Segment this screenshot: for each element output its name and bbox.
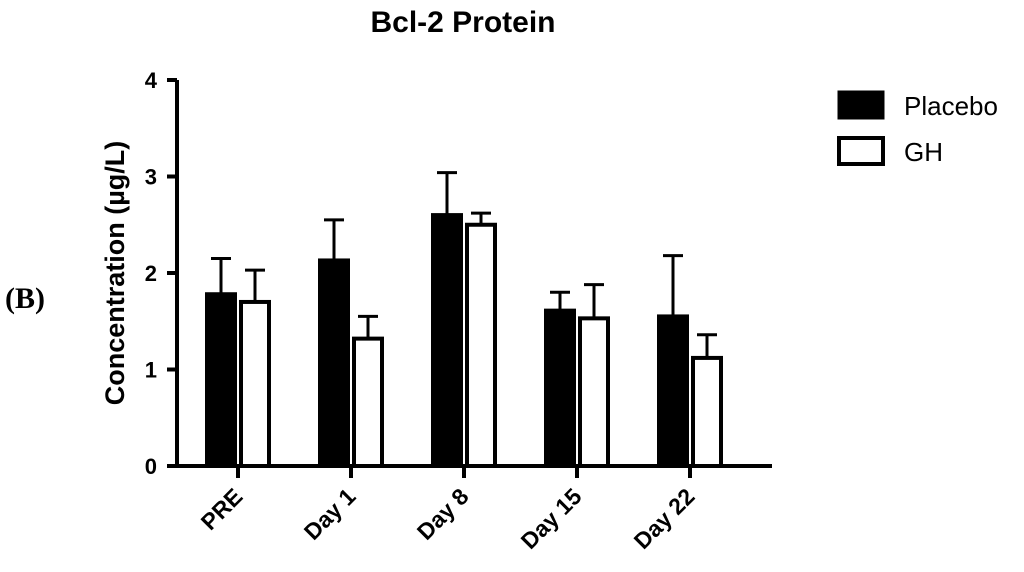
bar-placebo-day-8 (431, 213, 463, 468)
y-tick-label: 0 (145, 454, 157, 479)
y-tick-label: 3 (145, 165, 157, 190)
panel-label: (B) (5, 282, 45, 315)
x-axis: PRE Day 1 Day 8 Day 15 Day 22 (177, 464, 772, 554)
y-tick-label: 4 (145, 68, 158, 93)
bar-placebo-day-22 (657, 314, 689, 468)
legend-label-placebo: Placebo (904, 91, 998, 121)
bar-gh-day-22 (691, 355, 723, 469)
y-tick-label: 1 (145, 358, 157, 383)
bars (205, 171, 723, 469)
x-tick-label: Day 22 (629, 483, 700, 554)
bar-placebo-day-1 (318, 258, 350, 468)
legend: Placebo GH (837, 90, 998, 167)
legend-swatch-placebo (837, 90, 885, 120)
chart-title: Bcl-2 Protein (370, 6, 555, 39)
x-tick-label: Day 1 (299, 483, 361, 545)
x-tick-label: Day 15 (516, 483, 587, 554)
bar-gh-day-8 (465, 222, 497, 468)
x-tick-label: PRE (196, 483, 248, 535)
y-tick-label: 2 (145, 261, 157, 286)
legend-swatch-gh (837, 136, 885, 166)
bar-placebo-pre (205, 292, 237, 469)
bar-gh-day-15 (578, 316, 610, 469)
bar-placebo-day-15 (544, 308, 576, 469)
bar-gh-pre (239, 299, 271, 469)
bar-gh-day-1 (352, 336, 384, 468)
y-axis-label: Concentration (µg/L) (100, 141, 130, 406)
x-tick-label: Day 8 (412, 483, 474, 545)
y-axis: 0 1 2 3 4 (145, 68, 179, 479)
legend-label-gh: GH (904, 137, 943, 167)
